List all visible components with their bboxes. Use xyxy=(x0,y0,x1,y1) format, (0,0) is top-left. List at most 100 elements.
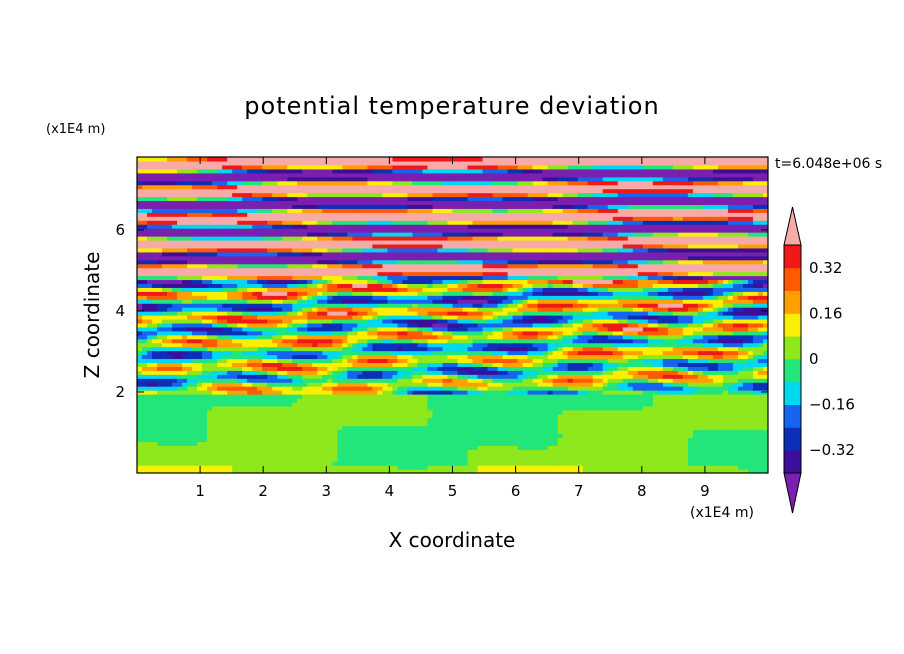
field-cell xyxy=(667,469,674,473)
field-cell xyxy=(607,350,614,356)
field-cell xyxy=(337,315,343,320)
field-cell xyxy=(277,429,283,435)
field-cell xyxy=(157,453,163,458)
field-cell xyxy=(317,374,323,379)
field-cell xyxy=(562,326,569,332)
field-cell xyxy=(737,441,744,446)
field-cell xyxy=(642,366,649,371)
field-cell xyxy=(527,350,534,356)
field-cell xyxy=(552,374,559,379)
field-cell xyxy=(457,437,464,442)
field-cell xyxy=(522,334,529,340)
field-cell xyxy=(397,358,404,363)
field-cell xyxy=(502,378,509,383)
field-cell xyxy=(612,425,619,431)
field-cell xyxy=(607,449,614,454)
field-cell xyxy=(137,354,143,360)
field-cell xyxy=(217,378,223,383)
field-cell xyxy=(757,401,764,407)
field-cell xyxy=(732,417,739,423)
field-cell xyxy=(702,425,709,431)
field-cell xyxy=(262,437,268,442)
field-cell xyxy=(622,326,629,332)
field-cell xyxy=(262,469,268,473)
field-cell xyxy=(732,318,739,324)
field-cell xyxy=(417,382,424,387)
field-cell xyxy=(492,366,499,371)
field-cell xyxy=(377,437,383,442)
field-cell xyxy=(567,386,574,391)
field-cell xyxy=(747,382,754,387)
field-cell xyxy=(477,362,484,367)
field-cell xyxy=(557,401,564,407)
field-cell xyxy=(297,449,303,454)
field-cell xyxy=(142,318,148,324)
field-cell xyxy=(327,397,333,403)
field-cell xyxy=(647,445,654,450)
field-cell xyxy=(377,370,383,375)
field-cell xyxy=(507,405,514,411)
field-cell xyxy=(412,465,419,470)
field-cell xyxy=(647,421,654,427)
field-cell xyxy=(277,417,283,423)
field-cell xyxy=(522,413,529,419)
field-cell xyxy=(612,318,619,324)
field-cell xyxy=(397,421,404,427)
field-cell xyxy=(182,441,188,446)
field-cell xyxy=(402,362,409,367)
field-cell xyxy=(447,358,454,363)
field-cell xyxy=(397,401,404,407)
field-cell xyxy=(242,378,248,383)
field-cell xyxy=(347,433,353,439)
field-cell xyxy=(227,386,233,391)
field-cell xyxy=(357,433,363,439)
field-cell xyxy=(577,370,584,375)
field-cell xyxy=(697,433,704,439)
field-cell xyxy=(342,409,348,415)
field-cell xyxy=(422,378,429,383)
field-cell xyxy=(492,370,499,375)
field-cell xyxy=(497,457,504,462)
field-cell xyxy=(622,354,629,360)
field-cell xyxy=(617,401,624,407)
field-cell xyxy=(152,390,158,395)
field-cell xyxy=(447,322,454,328)
field-cell xyxy=(517,354,524,360)
field-cell xyxy=(377,374,383,379)
field-cell xyxy=(432,342,439,348)
field-cell xyxy=(337,322,343,328)
field-cell xyxy=(417,394,424,399)
field-cell xyxy=(742,397,749,403)
field-cell xyxy=(207,457,213,462)
field-cell xyxy=(622,378,629,383)
field-cell xyxy=(162,401,168,407)
field-cell xyxy=(147,425,153,431)
field-cell xyxy=(642,453,649,458)
field-cell xyxy=(172,421,178,427)
field-cell xyxy=(752,449,759,454)
field-cell xyxy=(567,390,574,395)
field-cell xyxy=(367,413,373,419)
field-cell xyxy=(227,441,233,446)
field-cell xyxy=(462,441,469,446)
field-cell xyxy=(572,378,579,383)
field-cell xyxy=(342,318,348,324)
field-cell xyxy=(152,469,158,473)
field-cell xyxy=(707,409,714,415)
field-cell xyxy=(397,441,404,446)
field-cell xyxy=(477,354,484,360)
field-cell xyxy=(577,362,584,367)
field-cell xyxy=(167,469,173,473)
field-cell xyxy=(252,378,258,383)
field-cell xyxy=(762,330,768,336)
field-cell xyxy=(442,378,449,383)
field-cell xyxy=(707,358,714,363)
field-cell xyxy=(467,425,474,431)
field-cell xyxy=(282,338,288,344)
field-cell xyxy=(322,397,328,403)
field-cell xyxy=(577,441,584,446)
field-cell xyxy=(652,429,659,435)
field-cell xyxy=(222,322,228,328)
field-cell xyxy=(682,334,689,340)
field-cell xyxy=(427,409,434,415)
